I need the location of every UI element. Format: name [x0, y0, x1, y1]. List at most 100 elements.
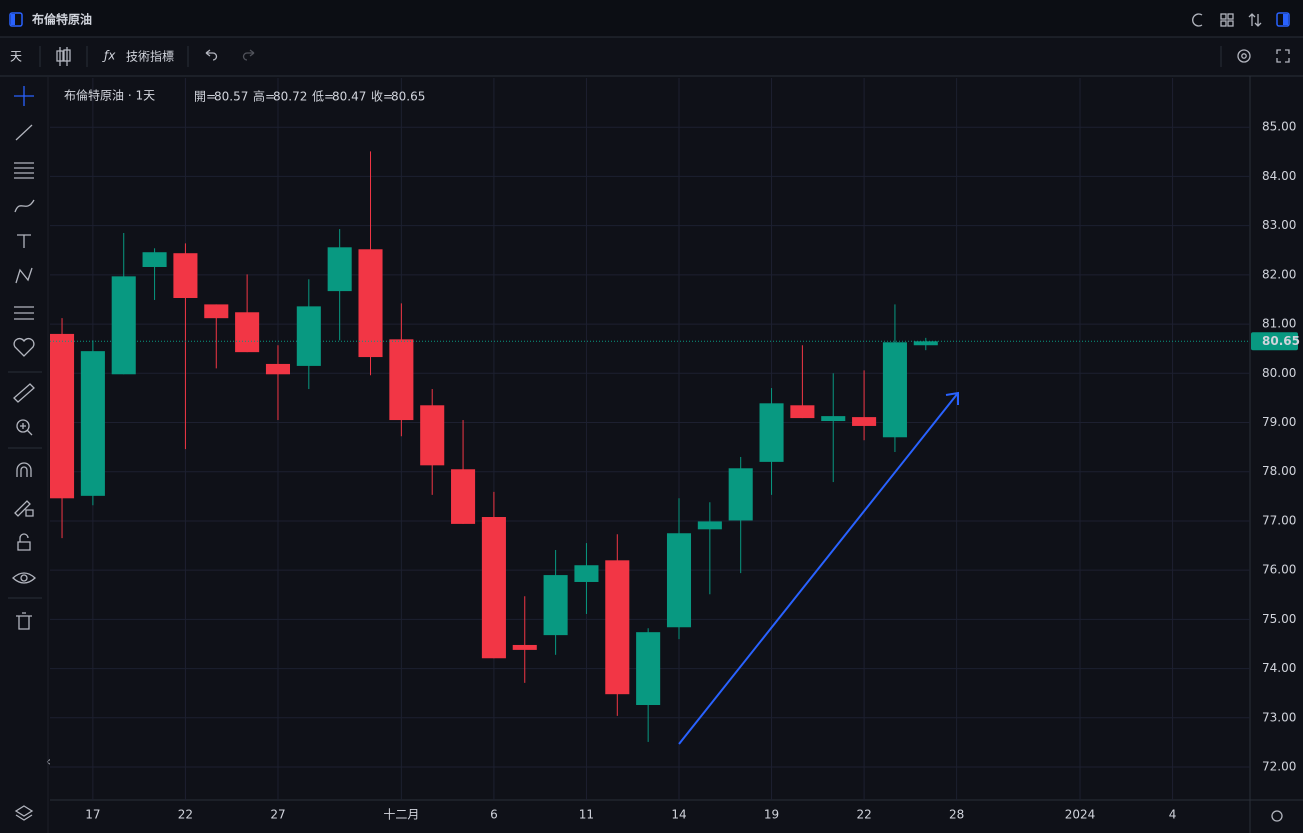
candle-body	[265, 363, 290, 375]
candle-body	[80, 351, 105, 496]
candle-body	[389, 339, 414, 421]
candle-body	[605, 560, 630, 695]
panel-icon[interactable]	[9, 12, 23, 27]
y-tick-label: 75.00	[1262, 612, 1296, 626]
legend-title: 布倫特原油 · 1天	[64, 88, 155, 103]
x-tick-label: 19	[764, 808, 779, 822]
lock-drawing-tool[interactable]	[14, 500, 34, 517]
favorites-tool[interactable]	[13, 337, 35, 357]
magnet-tool[interactable]	[16, 462, 32, 477]
y-tick-label: 83.00	[1262, 218, 1296, 232]
candles	[50, 151, 1250, 742]
y-tick-label: 85.00	[1262, 120, 1296, 134]
prediction-tool[interactable]	[14, 306, 34, 320]
trend-arrow-drawing[interactable]	[678, 391, 959, 745]
x-tick-label: 11	[579, 808, 594, 822]
candle-body	[913, 341, 938, 346]
candle-body	[451, 469, 476, 524]
line-tool[interactable]	[15, 124, 33, 141]
legend-label: 高=	[253, 89, 275, 104]
y-tick-label: 81.00	[1262, 317, 1296, 331]
candle-body	[142, 252, 167, 267]
x-tick-label: 14	[671, 808, 686, 822]
chart-type-icon[interactable]	[56, 47, 71, 66]
legend-value: 80.72	[273, 90, 307, 104]
y-tick-label: 76.00	[1262, 563, 1296, 577]
y-tick-label: 73.00	[1262, 710, 1296, 724]
fullscreen-icon[interactable]	[1276, 49, 1290, 63]
last-price-badge	[1251, 332, 1298, 351]
legend-label: 收=	[371, 90, 393, 104]
crosshair-tool[interactable]	[14, 86, 34, 106]
candle-body	[235, 312, 260, 353]
x-tick-label: 17	[85, 808, 100, 822]
legend-label: 開=	[194, 90, 216, 104]
lock-tool[interactable]	[17, 533, 31, 551]
y-tick-label: 74.00	[1262, 661, 1296, 675]
candle-body	[327, 247, 352, 292]
candle-body	[697, 521, 722, 530]
redo-icon[interactable]	[242, 49, 255, 61]
measure-tool[interactable]	[13, 383, 35, 403]
x-tick-label: 十二月	[383, 808, 419, 822]
indicators-button[interactable]: 技術指標	[126, 49, 174, 64]
layout-icon[interactable]	[1220, 13, 1234, 27]
candle-body	[882, 342, 907, 438]
x-tick-label: 22	[178, 808, 193, 822]
symbol-title: 布倫特原油	[32, 12, 92, 27]
candle-body	[50, 333, 75, 499]
candle-body	[204, 304, 229, 319]
candle-body	[821, 416, 846, 422]
last-price-label: 80.65	[1262, 334, 1300, 348]
panel-icon-fill	[11, 14, 15, 25]
candle-body	[543, 575, 568, 636]
candle-body	[728, 468, 753, 521]
settings-icon-core	[1241, 53, 1247, 59]
zoom-tool[interactable]	[16, 419, 30, 433]
candle-body	[111, 276, 136, 375]
sort-icon[interactable]	[1248, 13, 1262, 27]
delete-tool[interactable]	[16, 612, 32, 630]
y-tick-label: 84.00	[1262, 169, 1296, 183]
y-tick-label: 79.00	[1262, 415, 1296, 429]
refresh-icon[interactable]	[1192, 13, 1203, 27]
layers-icon[interactable]	[14, 805, 34, 821]
text-tool[interactable]	[17, 234, 31, 248]
y-tick-label: 80.00	[1262, 366, 1296, 380]
brush-tool[interactable]	[14, 199, 35, 213]
candle-body	[666, 533, 692, 628]
legend-value: 80.65	[391, 90, 425, 104]
x-tick-label: 2024	[1065, 808, 1096, 822]
fx-icon[interactable]: ƒx	[102, 49, 116, 63]
right-panel-icon[interactable]	[1276, 12, 1290, 27]
x-tick-label: 27	[270, 808, 285, 822]
fib-tool[interactable]	[14, 162, 34, 179]
candle-body	[481, 517, 506, 659]
visibility-tool[interactable]	[12, 572, 36, 584]
undo-icon[interactable]	[205, 49, 218, 61]
top-bar	[0, 0, 1303, 37]
candle-body	[790, 405, 815, 419]
x-tick-label: 22	[856, 808, 871, 822]
legend: 布倫特原油 · 1天 開=80.57 高=80.72 低=80.47 收=80.65	[64, 88, 425, 104]
y-tick-label: 78.00	[1262, 464, 1296, 478]
candle-body	[420, 405, 445, 466]
candle-body	[574, 565, 599, 582]
right-panel-fill	[1283, 14, 1288, 25]
y-tick-label: 82.00	[1262, 267, 1296, 281]
candle-body	[296, 306, 321, 366]
candle-body	[512, 644, 537, 650]
candle-body	[636, 632, 661, 706]
y-tick-label: 72.00	[1262, 760, 1296, 774]
y-tick-label: 77.00	[1262, 513, 1296, 527]
interval-button[interactable]: 天	[10, 50, 22, 64]
zoom-tool-detail	[20, 423, 33, 436]
axis-settings-icon[interactable]	[1271, 810, 1283, 822]
settings-icon[interactable]	[1237, 49, 1251, 63]
pattern-tool[interactable]	[15, 267, 33, 284]
axes: 72.00 73.00 74.00 75.00 76.00 77.00 78.00 79.00…	[85, 120, 1300, 822]
visibility-tool-pupil	[20, 574, 28, 582]
candle-body	[852, 417, 877, 426]
